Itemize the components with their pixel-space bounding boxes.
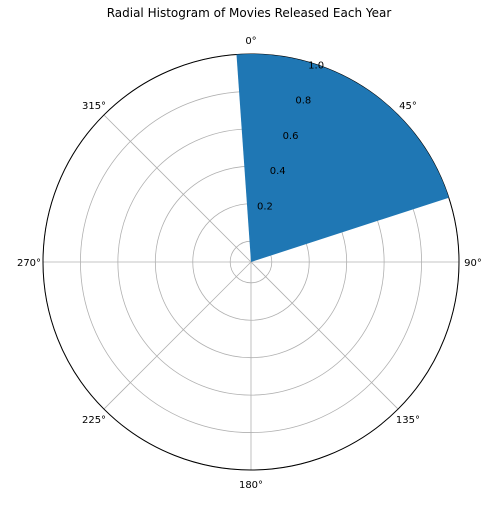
angle-tick-label: 180° (239, 480, 263, 491)
radial-tick-label: 0.4 (270, 166, 286, 177)
angle-tick-label: 45° (399, 101, 417, 112)
tick-labels: 0° 45° 90° 135° 180° 225° 270° 315° 0.2 0.4 0.6 0.8… (17, 36, 482, 491)
angular-grid-line (103, 114, 252, 263)
angular-grid-line (103, 261, 252, 410)
angle-tick-label: 90° (464, 258, 482, 269)
angle-tick-label: 0° (245, 36, 256, 47)
histogram-bar (236, 54, 449, 262)
radial-tick-label: 0.8 (295, 96, 311, 107)
radial-tick-label: 0.6 (283, 131, 299, 142)
angle-tick-label: 315° (82, 101, 106, 112)
angle-tick-label: 270° (17, 258, 41, 269)
radial-tick-label: 1.0 (308, 61, 324, 72)
radial-tick-label: 0.2 (257, 201, 273, 212)
chart-title: Radial Histogram of Movies Released Each… (106, 6, 392, 20)
angle-tick-label: 225° (82, 415, 106, 426)
bars-layer (236, 54, 449, 262)
polar-grid (42, 53, 460, 471)
angular-grid-line (250, 261, 399, 410)
angle-tick-label: 135° (396, 415, 420, 426)
